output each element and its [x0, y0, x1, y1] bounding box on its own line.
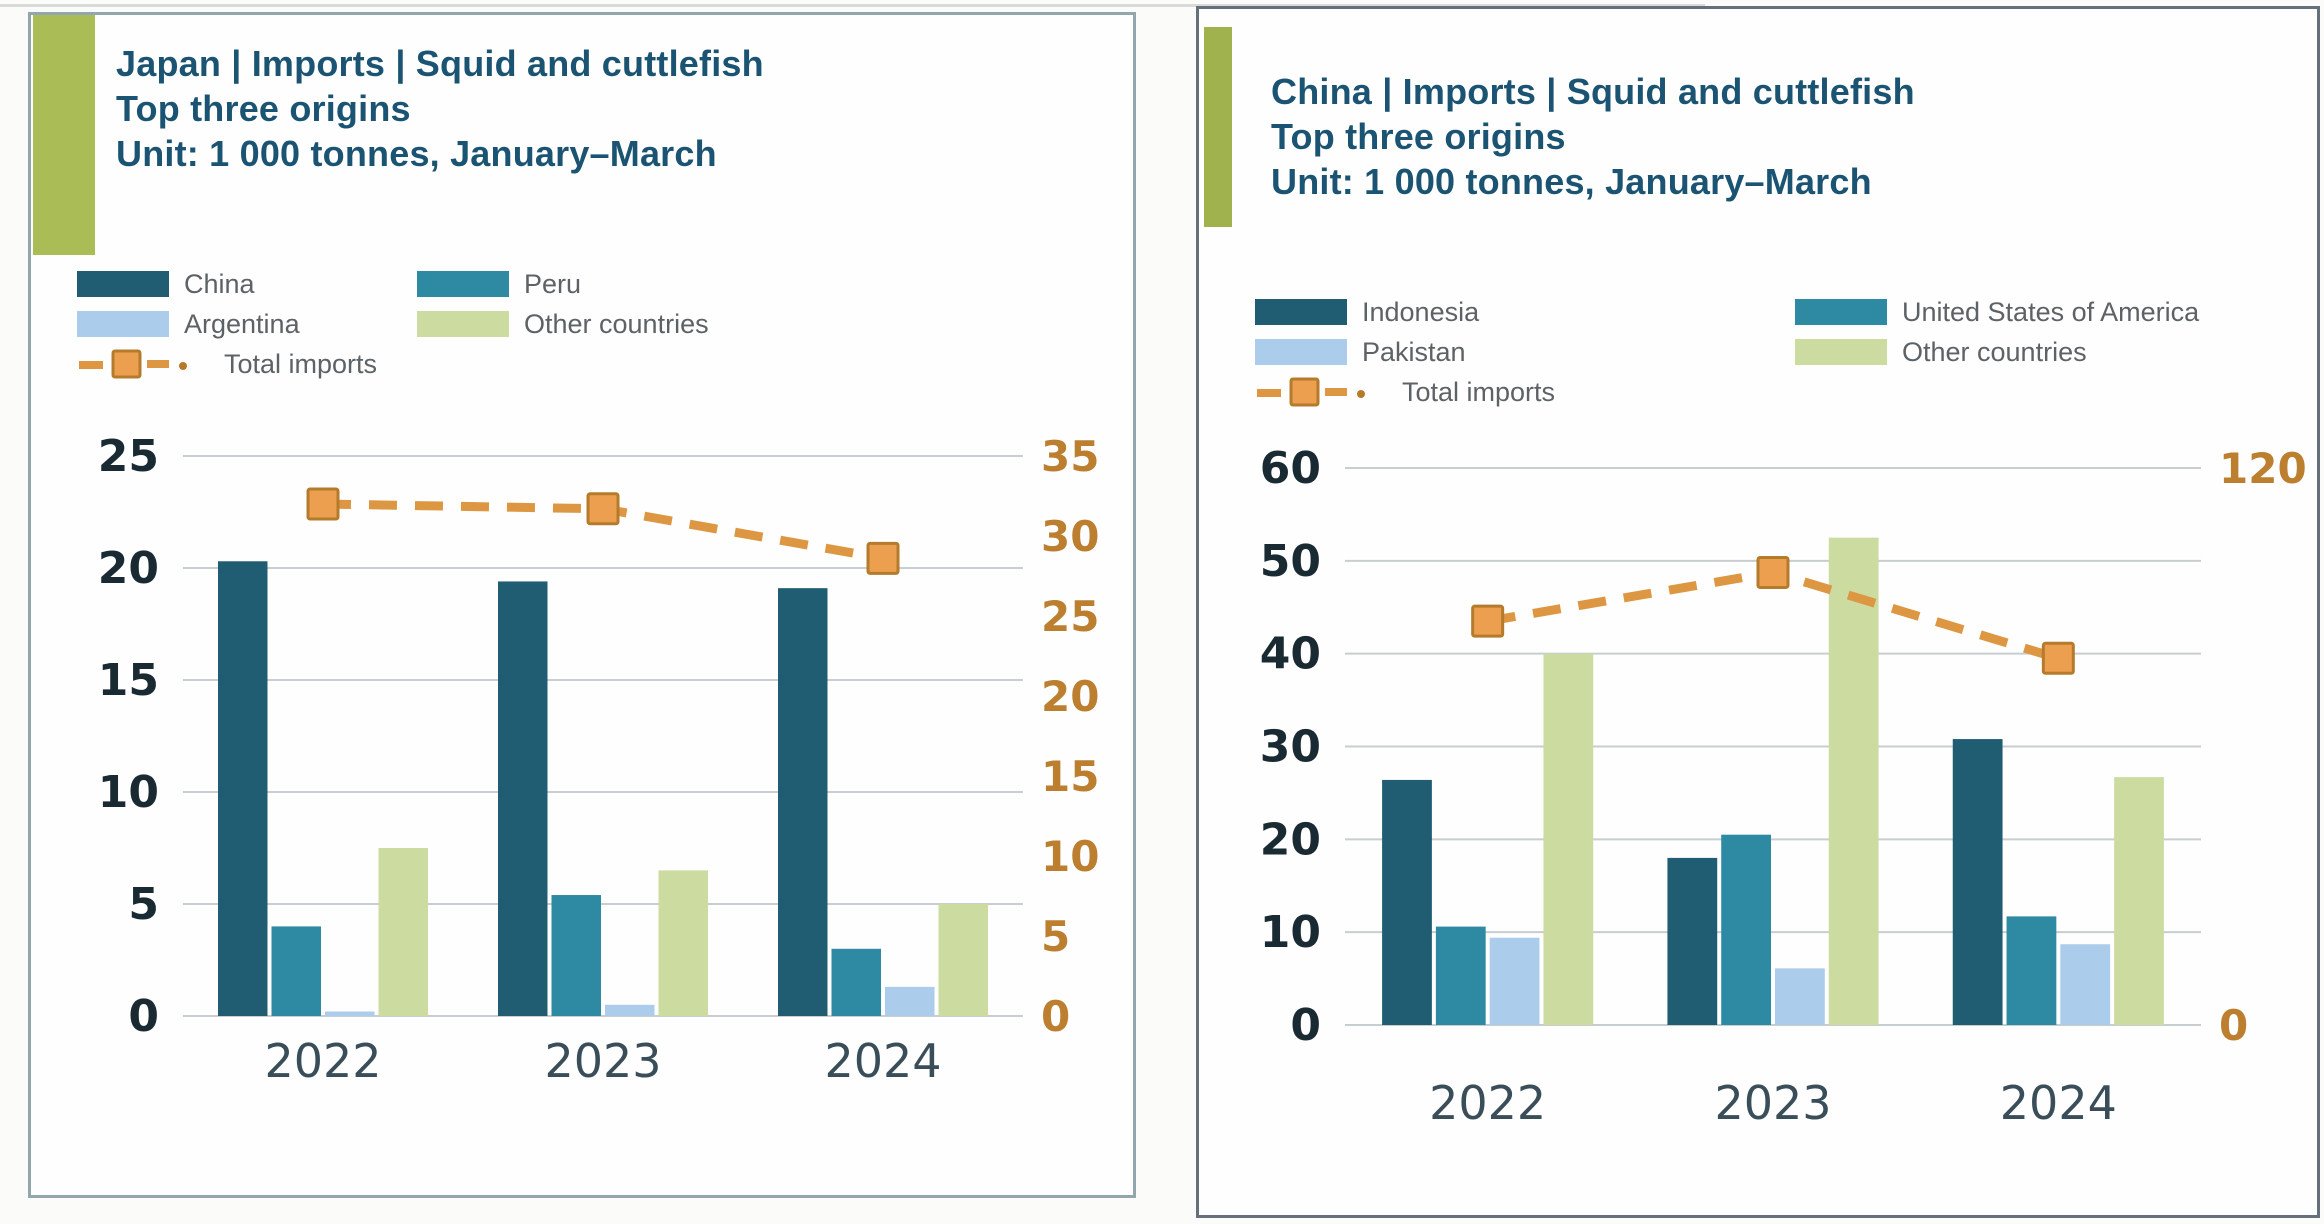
- svg-text:120: 120: [2219, 444, 2307, 493]
- legend-swatch-peru: [417, 271, 509, 297]
- chart-title: Japan | Imports | Squid and cuttlefish: [116, 43, 764, 84]
- legend-item-other-countries: Other countries: [417, 309, 1037, 339]
- legend-swatch-usa: [1795, 299, 1887, 325]
- legend-swatch-other-countries: [417, 311, 509, 337]
- legend-item-pakistan: Pakistan: [1255, 337, 1795, 367]
- svg-text:25: 25: [1041, 592, 1099, 641]
- legend-label: Pakistan: [1362, 336, 1466, 367]
- legend-label: Peru: [524, 268, 582, 299]
- legend-label: Indonesia: [1362, 296, 1480, 327]
- svg-text:30: 30: [1041, 512, 1099, 561]
- legend-swatch-pakistan: [1255, 339, 1347, 365]
- svg-text:0: 0: [2219, 1001, 2248, 1050]
- legend-item-total-imports: Total imports: [77, 349, 417, 379]
- panel-china-imports: China | Imports | Squid and cuttlefish T…: [1196, 6, 2320, 1218]
- legend-swatch-indonesia: [1255, 299, 1347, 325]
- svg-text:60: 60: [1260, 443, 1321, 494]
- legend: China Peru Argentina Other countries Tot…: [77, 269, 1037, 379]
- legend-item-total-imports: Total imports: [1255, 377, 1795, 407]
- svg-text:2024: 2024: [2000, 1076, 2117, 1130]
- svg-text:5: 5: [1041, 912, 1070, 961]
- svg-text:2022: 2022: [264, 1034, 381, 1088]
- chart-title-block: China | Imports | Squid and cuttlefish T…: [1271, 69, 1915, 204]
- svg-text:2023: 2023: [544, 1034, 661, 1088]
- svg-text:40: 40: [1260, 629, 1321, 680]
- dashed-line-marker-icon: [1255, 377, 1387, 407]
- chart-subtitle: Top three origins: [116, 88, 411, 129]
- legend-item-indonesia: Indonesia: [1255, 297, 1795, 327]
- chart-unit-label: Unit: 1 000 tonnes, January–March: [1271, 161, 1872, 202]
- legend-label: China: [184, 268, 255, 299]
- legend-swatch-china: [77, 271, 169, 297]
- legend-label: Argentina: [184, 308, 300, 339]
- svg-text:15: 15: [98, 655, 159, 706]
- dashed-line-marker-icon: [77, 349, 209, 379]
- svg-text:35: 35: [1041, 432, 1099, 481]
- legend-swatch-other-countries: [1795, 339, 1887, 365]
- svg-text:50: 50: [1260, 536, 1321, 587]
- legend-label: Other countries: [524, 308, 709, 339]
- chart-title: China | Imports | Squid and cuttlefish: [1271, 71, 1915, 112]
- legend-swatch-argentina: [77, 311, 169, 337]
- legend-item-peru: Peru: [417, 269, 1037, 299]
- japan-imports-bar-line-chart: 0 5 10 15 20 25 0 5 10 15 20 25 30 35 2022 2023 2024: [98, 431, 1100, 1088]
- legend-label: Total imports: [1402, 376, 1556, 407]
- svg-text:10: 10: [1260, 907, 1321, 958]
- svg-text:5: 5: [128, 879, 159, 930]
- accent-tab: [33, 15, 95, 255]
- china-imports-bar-line-chart: 0 10 20 30 40 50 60 0 120 2022 2023 2024: [1260, 443, 2307, 1130]
- svg-text:30: 30: [1260, 722, 1321, 773]
- legend-label: Other countries: [1902, 336, 2087, 367]
- legend: Indonesia United States of America Pakis…: [1255, 297, 2324, 407]
- svg-text:2022: 2022: [1429, 1076, 1546, 1130]
- svg-text:25: 25: [98, 431, 159, 482]
- legend-label: United States of America: [1902, 296, 2200, 327]
- legend-label: Total imports: [224, 348, 378, 379]
- accent-tab: [1204, 27, 1232, 227]
- svg-text:2024: 2024: [824, 1034, 941, 1088]
- svg-text:10: 10: [98, 767, 159, 818]
- legend-item-other-countries: Other countries: [1795, 337, 2324, 367]
- svg-text:20: 20: [98, 543, 159, 594]
- svg-text:20: 20: [1260, 814, 1321, 865]
- svg-text:0: 0: [1041, 992, 1070, 1041]
- chart-subtitle: Top three origins: [1271, 116, 1566, 157]
- legend-item-china: China: [77, 269, 417, 299]
- panel-japan-imports: Japan | Imports | Squid and cuttlefish T…: [28, 12, 1136, 1198]
- svg-text:2023: 2023: [1714, 1076, 1831, 1130]
- legend-item-argentina: Argentina: [77, 309, 417, 339]
- legend-item-usa: United States of America: [1795, 297, 2324, 327]
- page-edge-artifact: [0, 4, 1705, 7]
- chart-title-block: Japan | Imports | Squid and cuttlefish T…: [116, 41, 764, 176]
- svg-text:0: 0: [128, 991, 159, 1042]
- svg-text:20: 20: [1041, 672, 1099, 721]
- svg-text:10: 10: [1041, 832, 1099, 881]
- svg-text:0: 0: [1290, 1000, 1321, 1051]
- svg-text:15: 15: [1041, 752, 1099, 801]
- chart-unit-label: Unit: 1 000 tonnes, January–March: [116, 133, 717, 174]
